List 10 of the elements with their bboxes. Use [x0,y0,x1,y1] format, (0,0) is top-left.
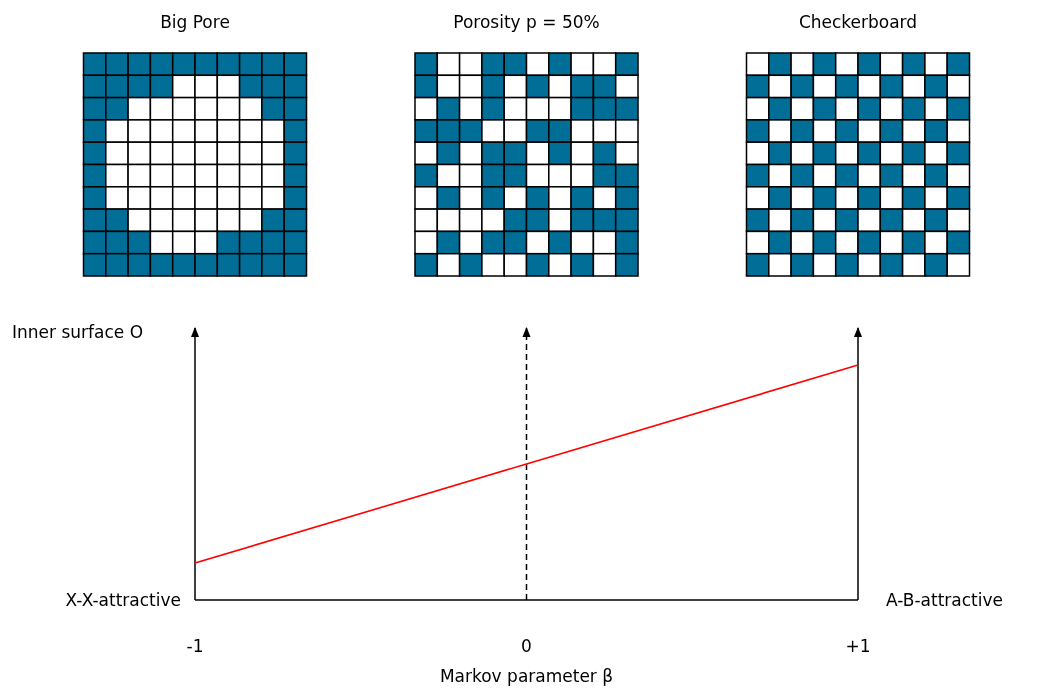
x-axis-title: Markov parameter β [439,666,614,686]
text: Big Pore [160,12,230,32]
text: A-B-attractive [886,590,1003,610]
text: Porosity p = 50% [453,12,600,32]
text: Checkerboard [798,12,918,32]
x-tick-label: 0 [521,636,532,656]
x-tick-label: +1 [845,636,871,656]
text: X-X-attractive [65,590,181,610]
y-axis-title: Inner surface O [12,322,144,342]
x-tick-label: -1 [186,636,204,656]
